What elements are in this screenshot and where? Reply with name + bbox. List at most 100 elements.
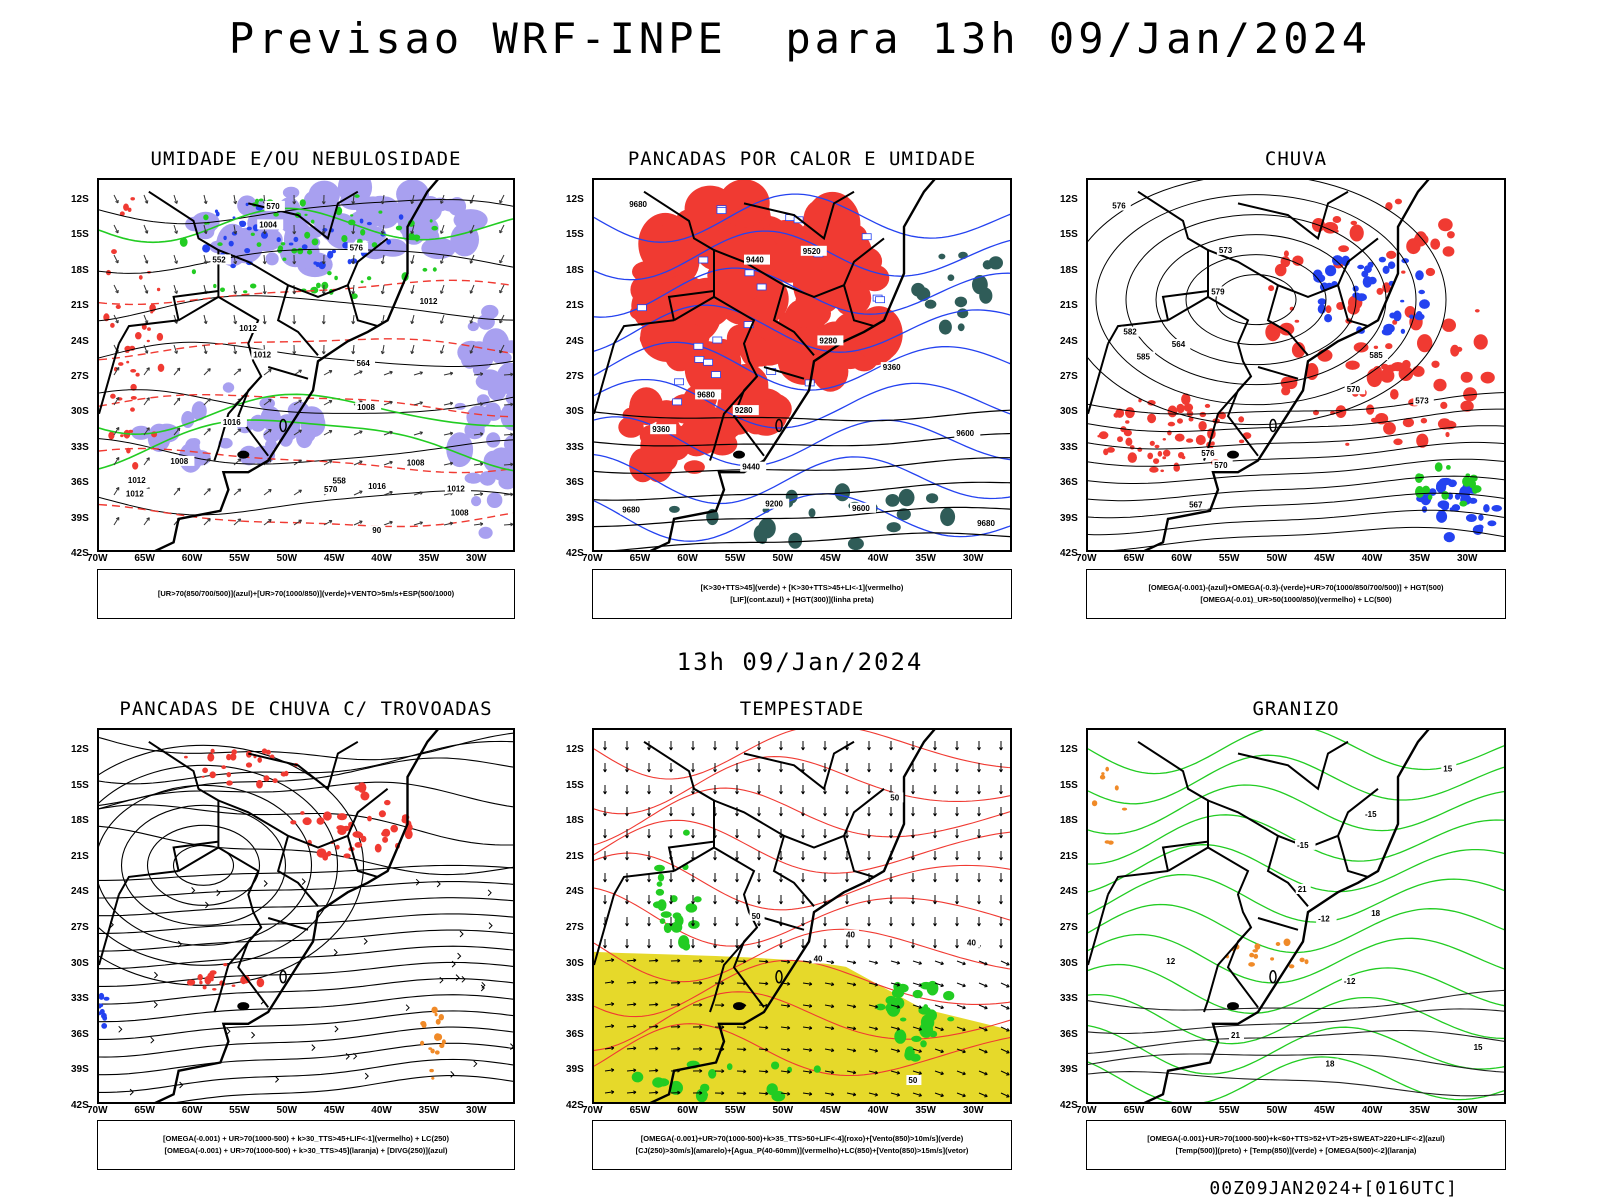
lat-tick-label: 21S xyxy=(566,850,584,862)
lat-tick-label: 36S xyxy=(566,477,584,489)
legend-line: [UR>70(850/700/500)](azul)+[UR>70(1000/8… xyxy=(157,589,455,598)
lat-tick-label: 21S xyxy=(71,300,89,312)
lat-tick-label: 36S xyxy=(71,1028,89,1040)
contour-label: -12 xyxy=(1318,915,1330,924)
contour-label: 573 xyxy=(1415,397,1429,406)
country-borders xyxy=(594,730,936,1102)
country-borders xyxy=(594,180,936,550)
lon-tick-label: 40W xyxy=(1361,553,1383,564)
lat-tick-label: 39S xyxy=(566,1064,584,1076)
contour-label: 1012 xyxy=(253,350,271,359)
legend-granizo: [OMEGA(-0.001)+UR>70(1000-500)+k<60+TTS>… xyxy=(1086,1120,1506,1170)
lat-tick-label: 30S xyxy=(1060,406,1078,418)
contour-label: 570 xyxy=(1214,461,1228,470)
lat-tick-label: 33S xyxy=(71,441,89,453)
lon-tick-label: 55W xyxy=(1218,1105,1240,1116)
contour-label: 585 xyxy=(1369,351,1383,360)
lat-tick-label: 36S xyxy=(71,477,89,489)
contour-label: 9440 xyxy=(742,463,760,472)
lon-tick-label: 70W xyxy=(582,1105,603,1116)
lat-tick-label: 42S xyxy=(1060,548,1078,559)
lat-tick-label: 15S xyxy=(566,779,584,791)
lon-tick-label: 60W xyxy=(181,1105,203,1116)
rain-blue-southeast xyxy=(1416,477,1502,543)
legend-line: [OMEGA(-0.001) + UR>70(1000-500) + k>30_… xyxy=(164,1146,448,1155)
rain-blue-cells xyxy=(1312,255,1430,336)
lat-tick-label: 39S xyxy=(1060,1064,1078,1076)
lon-tick-label: 50W xyxy=(772,1105,794,1116)
contour-label: -15 xyxy=(1365,810,1377,819)
contour-label: 50 xyxy=(752,912,761,921)
contour-label: 9280 xyxy=(735,406,753,415)
contour-label: 50 xyxy=(908,1076,917,1085)
lon-tick-label: 65W xyxy=(629,1105,651,1116)
lon-tick-label: 45W xyxy=(1314,553,1335,564)
lat-tick-label: 24S xyxy=(566,886,584,898)
lon-tick-label: 65W xyxy=(134,553,155,564)
legend-umidade: [UR>70(850/700/500)](azul)+[UR>70(1000/8… xyxy=(97,569,515,619)
wind-850-green-south xyxy=(631,1060,821,1102)
contour-label: 15 xyxy=(1474,1043,1483,1052)
omega-orange xyxy=(1225,938,1309,969)
lon-tick-label: 35W xyxy=(915,553,936,564)
lon-tick-label: 45W xyxy=(820,1105,841,1116)
contour-label: 1012 xyxy=(239,324,257,333)
lon-tick-label: 50W xyxy=(772,553,794,564)
lon-tick-label: 70W xyxy=(582,553,603,564)
contour-label: 1008 xyxy=(170,457,188,466)
lat-tick-label: 27S xyxy=(71,922,89,933)
legend-line: [OMEGA(-0.001)+UR>70(1000-500)+k>35_TTS>… xyxy=(640,1134,964,1143)
lat-tick-label: 21S xyxy=(566,300,584,312)
lat-tick-label: 42S xyxy=(566,548,584,559)
contour-label: 564 xyxy=(1172,340,1186,349)
lon-tick-label: 40W xyxy=(371,1105,392,1116)
humidity-high-levels-east xyxy=(446,304,513,539)
panel-title-pancadas-calor: PANCADAS POR CALOR E UMIDADE xyxy=(627,148,977,170)
lat-tick-label: 42S xyxy=(71,1100,89,1111)
lon-tick-label: 55W xyxy=(229,553,250,564)
legend-line: [OMEGA(-0.001)+UR>70(1000-500)+k<60+TTS>… xyxy=(1147,1134,1445,1143)
contour-label: 1008 xyxy=(357,403,375,412)
contour-label: 9520 xyxy=(803,247,821,256)
contour-label: 9280 xyxy=(819,336,837,345)
lat-tick-label: 27S xyxy=(71,371,89,382)
panel-title-trovoadas: PANCADAS DE CHUVA C/ TROVOADAS xyxy=(119,698,493,720)
map-trovoadas xyxy=(97,728,515,1104)
lat-tick-label: 27S xyxy=(1060,371,1078,382)
lat-tick-label: 36S xyxy=(1060,1028,1078,1040)
wind-850-green-se xyxy=(875,980,955,1062)
lon-tick-label: 50W xyxy=(276,553,298,564)
map-chuva: 585 579 576 573 570 567 564 585 582 576 573 570 xyxy=(1086,178,1506,552)
lat-tick-label: 33S xyxy=(566,441,584,453)
lat-tick-label: 15S xyxy=(1060,229,1078,241)
contour-label: 18 xyxy=(1326,1060,1335,1069)
lat-tick-label: 30S xyxy=(71,406,89,418)
lon-tick-label: 60W xyxy=(1171,1105,1192,1116)
lat-tick-label: 36S xyxy=(1060,477,1078,489)
lon-tick-label: 60W xyxy=(677,1105,698,1116)
lon-tick-label: 55W xyxy=(724,553,746,564)
lat-tick-label: 33S xyxy=(1060,993,1078,1005)
contour-label: 40 xyxy=(967,939,976,948)
contour-label: 9360 xyxy=(652,425,670,434)
mid-title: 13h 09/Jan/2024 xyxy=(676,648,924,676)
contour-label: 570 xyxy=(324,485,338,494)
contour-label: 15 xyxy=(1443,765,1452,774)
contour-label: 1016 xyxy=(223,418,241,427)
lat-tick-label: 12S xyxy=(566,194,584,205)
map-granizo: 21 18 15 -12 -15 -12 -15 18 21 15 12 xyxy=(1086,728,1506,1104)
lat-tick-label: 39S xyxy=(1060,512,1078,524)
contour-label: 40 xyxy=(814,955,823,964)
lat-tick-label: 27S xyxy=(1060,922,1078,933)
lat-tick-label: 12S xyxy=(71,744,89,755)
lat-tick-label: 18S xyxy=(71,264,89,276)
lat-tick-label: 21S xyxy=(1060,850,1078,862)
lon-tick-label: 30W xyxy=(962,1105,984,1116)
contour-label: 9440 xyxy=(746,256,764,265)
lon-tick-label: 30W xyxy=(962,553,984,564)
contour-label: 1016 xyxy=(368,482,386,491)
contour-label: 9360 xyxy=(883,363,901,372)
contour-label: 1008 xyxy=(451,509,469,518)
legend-line: [OMEGA(-0.001) + UR>70(1000-500) + k>30_… xyxy=(163,1134,449,1143)
lat-tick-label: 18S xyxy=(1060,264,1078,276)
